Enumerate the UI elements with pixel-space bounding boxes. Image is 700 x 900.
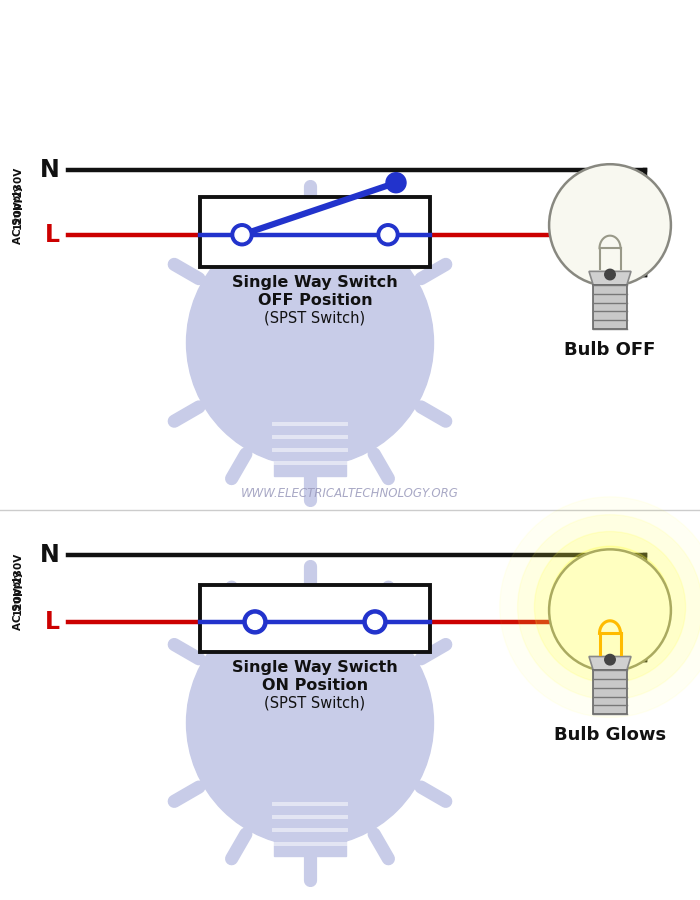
Circle shape [549,546,671,668]
Polygon shape [267,385,353,410]
Text: Single Way Swicth: Single Way Swicth [232,660,398,675]
Text: AC Supply: AC Supply [13,571,23,630]
Text: Single Way Switch: Single Way Switch [232,274,398,290]
Text: Bulb OFF: Bulb OFF [564,341,656,359]
Polygon shape [589,656,631,670]
Text: AC Supply: AC Supply [13,184,23,244]
Text: L: L [45,610,60,634]
Bar [274,410,346,476]
Text: L: L [45,222,60,247]
Bar [200,197,430,266]
Circle shape [243,610,267,634]
Circle shape [235,228,249,242]
Bar [274,789,346,856]
Text: N: N [41,543,60,567]
Text: 120V/230V: 120V/230V [13,552,23,615]
Text: OFF Position: OFF Position [258,292,372,308]
Text: Bulb Glows: Bulb Glows [554,726,666,744]
Text: N: N [41,158,60,182]
Polygon shape [589,272,631,285]
Circle shape [534,532,685,683]
Text: (SPST Switch): (SPST Switch) [265,310,365,326]
Circle shape [549,549,671,671]
Text: How to Control a Light Bulb Using: How to Control a Light Bulb Using [78,28,622,56]
Circle shape [605,654,615,665]
Bar [593,670,626,715]
Text: 120V/230V: 120V/230V [13,166,23,229]
Circle shape [363,610,387,634]
Text: (SPST Switch): (SPST Switch) [265,696,365,711]
Bar [200,585,430,652]
Circle shape [231,224,253,246]
Circle shape [386,173,406,193]
Circle shape [368,615,382,629]
Circle shape [186,599,433,847]
Circle shape [186,220,433,466]
Text: WWW.ELECTRICALTECHNOLOGY.ORG: WWW.ELECTRICALTECHNOLOGY.ORG [241,487,459,500]
Circle shape [517,515,700,699]
Text: SPST Single Way or One-Way Switch?: SPST Single Way or One-Way Switch? [51,79,649,107]
Circle shape [500,497,700,717]
Circle shape [605,269,615,280]
Bar [593,285,626,329]
Circle shape [377,224,399,246]
Circle shape [549,164,671,286]
Text: ON Position: ON Position [262,678,368,693]
Polygon shape [267,766,353,789]
Circle shape [248,615,262,629]
Circle shape [381,228,395,242]
